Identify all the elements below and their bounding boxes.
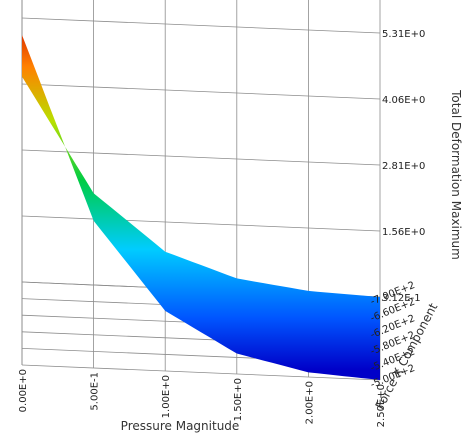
x-tick-label: 1.00E+0 — [161, 375, 172, 418]
axes-grid — [21, 0, 381, 381]
x-axis-title: Pressure Magnitude — [121, 419, 240, 433]
grid-line — [21, 215, 381, 232]
z-tick-label: 4.06E+0 — [382, 95, 425, 106]
grid-line — [21, 364, 381, 381]
deformation-surface — [22, 35, 380, 380]
grid-line — [21, 149, 381, 166]
grid-line — [21, 83, 381, 100]
surface-plot — [22, 35, 380, 380]
z-tick-label: 3.12E-1 — [382, 293, 421, 304]
x-tick-label: 5.00E-1 — [90, 372, 101, 411]
x-tick-label: 1.50E+0 — [233, 378, 244, 421]
z-tick-label: 1.56E+0 — [382, 227, 425, 238]
grid-line — [21, 17, 381, 34]
z-axis-title: Total Deformation Maximum — [449, 89, 463, 260]
axis-labels: 6.56E+05.31E+04.06E+02.81E+01.56E+03.12E… — [18, 29, 463, 433]
z-tick-label: 5.31E+0 — [382, 29, 425, 40]
x-tick-label: 0.00E+0 — [18, 369, 29, 412]
z-tick-label: 2.81E+0 — [382, 161, 425, 172]
x-tick-label: 2.50E+0 — [376, 384, 387, 427]
x-tick-label: 2.00E+0 — [304, 381, 315, 424]
